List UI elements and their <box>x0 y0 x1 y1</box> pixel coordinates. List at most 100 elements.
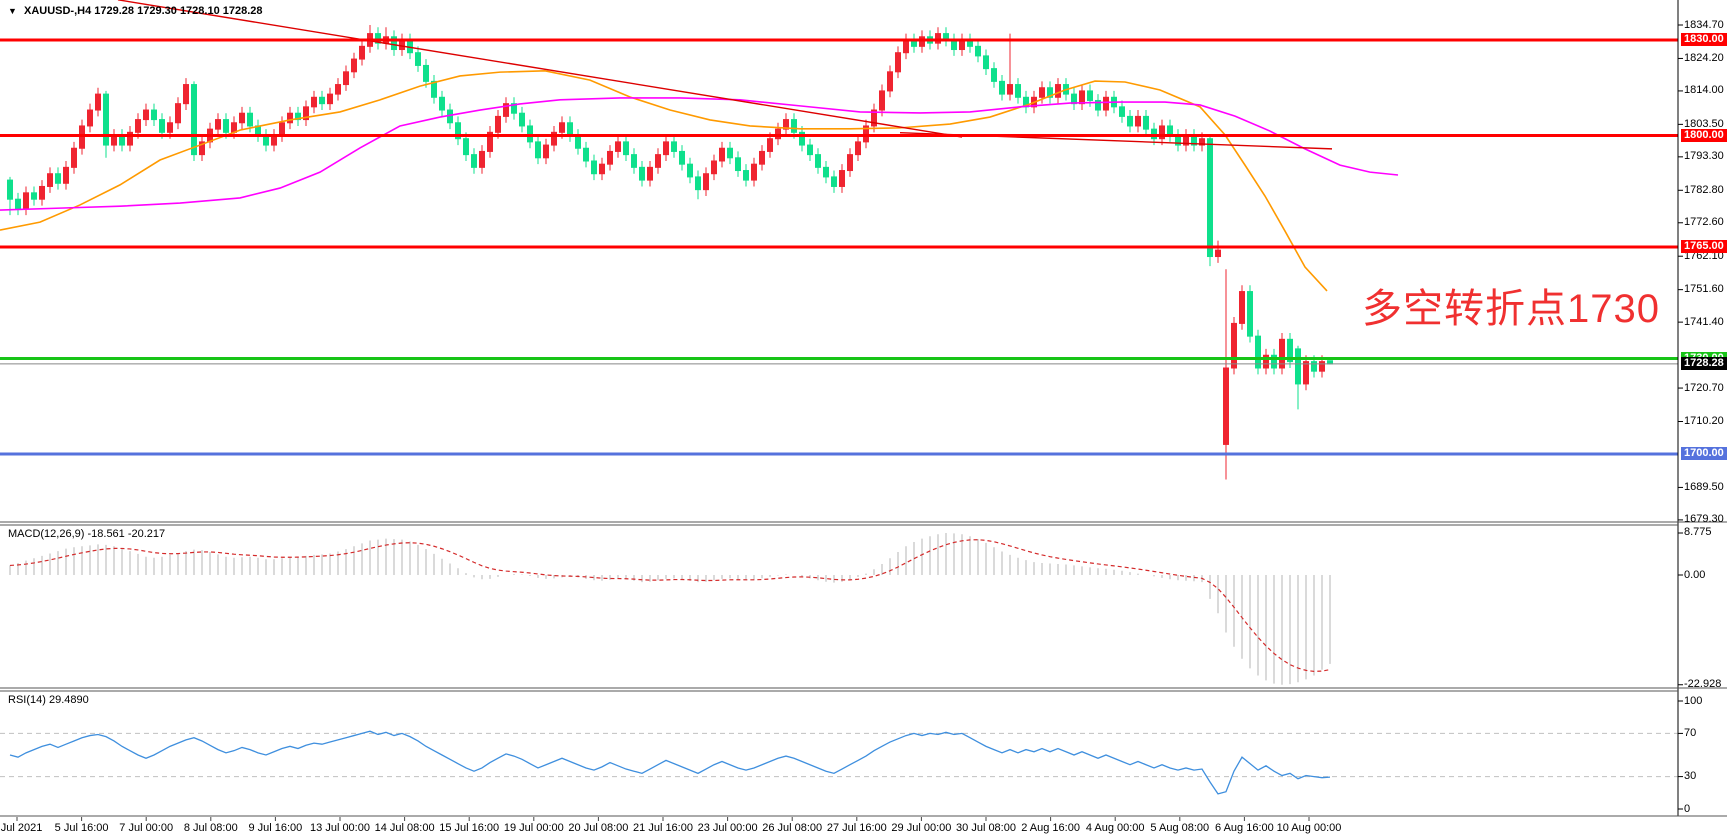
macd-name: MACD(12,26,9) <box>8 528 85 540</box>
candle-body <box>871 109 877 127</box>
candle-body <box>199 141 205 156</box>
candle-body <box>831 176 837 187</box>
candle-body <box>1239 291 1245 324</box>
candle-body <box>415 52 421 66</box>
candle-body <box>15 198 21 210</box>
time-label: 29 Jul 00:00 <box>891 822 952 834</box>
candle-body <box>631 154 637 168</box>
ohlc-low: 1728.10 <box>179 5 220 17</box>
candle-body <box>887 71 893 92</box>
macd-tick: 8.775 <box>1684 526 1712 539</box>
candle-body <box>823 166 829 178</box>
macd-tick: 0.00 <box>1684 568 1706 581</box>
candle-body <box>687 163 693 178</box>
candle-body <box>391 36 397 51</box>
price-level-chip: 1728.28 <box>1681 357 1727 371</box>
candle-body <box>487 131 493 152</box>
candle-body <box>183 84 189 105</box>
candle-body <box>95 93 101 111</box>
candle-body <box>1087 90 1093 101</box>
candle-body <box>711 160 717 175</box>
candle-body <box>759 150 765 165</box>
candle-body <box>1151 128 1157 140</box>
time-label: 23 Jul 00:00 <box>697 822 758 834</box>
candle-body <box>543 144 549 159</box>
candle-body <box>903 39 909 54</box>
candle-body <box>1303 361 1309 385</box>
rsi-tick: 0 <box>1684 802 1691 815</box>
price-tick: 1814.00 <box>1684 84 1724 97</box>
candle-body <box>919 36 925 47</box>
time-label: 5 Aug 08:00 <box>1150 822 1210 834</box>
candle-body <box>839 170 845 187</box>
candle-body <box>39 185 45 200</box>
candle-body <box>1263 354 1269 369</box>
candle-body <box>63 166 69 184</box>
candle-body <box>191 84 197 156</box>
candle-body <box>327 93 333 105</box>
candle-body <box>1055 84 1061 98</box>
candle-body <box>55 173 61 184</box>
candle-body <box>863 125 869 143</box>
candle-body <box>151 109 157 121</box>
candle-body <box>1119 106 1125 117</box>
candle-body <box>287 112 293 124</box>
candle-body <box>103 93 109 146</box>
time-label: 10 Aug 00:00 <box>1276 822 1342 834</box>
time-label: 9 Jul 16:00 <box>248 822 303 834</box>
candle-body <box>335 84 341 95</box>
price-tick: 1679.30 <box>1684 513 1724 526</box>
candle-body <box>239 112 245 124</box>
candle-body <box>1287 338 1293 363</box>
candle-body <box>583 147 589 162</box>
price-tick: 1741.40 <box>1684 315 1724 328</box>
candle-body <box>471 154 477 168</box>
candle-body <box>143 109 149 121</box>
rsi-name: RSI(14) <box>8 694 46 706</box>
candle-body <box>1039 87 1045 98</box>
candle-body <box>127 131 133 146</box>
time-label: 13 Jul 00:00 <box>310 822 370 834</box>
candle-body <box>1255 335 1261 369</box>
candle-body <box>855 141 861 156</box>
candle-body <box>975 45 981 57</box>
candle-body <box>743 170 749 181</box>
macd-signal-line <box>9 539 1331 673</box>
candle-body <box>671 141 677 152</box>
candle-body <box>983 55 989 70</box>
time-label: 2 Jul 2021 <box>0 822 43 834</box>
time-label: 2 Aug 16:00 <box>1021 822 1080 834</box>
candle-body <box>783 119 789 130</box>
rsi-tick: 30 <box>1684 770 1697 783</box>
ohlc-high: 1729.30 <box>137 5 177 17</box>
candle-body <box>503 103 509 117</box>
candle-body <box>1319 361 1325 372</box>
candle-body <box>223 119 229 133</box>
candle-body <box>719 147 725 162</box>
candle-body <box>791 119 797 133</box>
price-tick: 1782.80 <box>1684 183 1724 196</box>
candle-body <box>351 58 357 73</box>
candle-body <box>1159 125 1165 140</box>
candle-body <box>431 80 437 98</box>
candle-body <box>423 64 429 82</box>
time-label: 19 Jul 00:00 <box>503 822 564 834</box>
candle-body <box>455 122 461 140</box>
price-tick: 1793.30 <box>1684 150 1724 163</box>
candle-body <box>551 131 557 146</box>
ma-slow-line <box>0 97 1399 211</box>
symbol-expand-triangle-icon[interactable]: ▼ <box>8 6 17 16</box>
candle-body <box>591 160 597 175</box>
candle-body <box>1247 291 1253 337</box>
candle-body <box>359 45 365 60</box>
candle-body <box>319 96 325 105</box>
candle-body <box>1079 90 1085 105</box>
candle-body <box>295 112 301 121</box>
candle-body <box>663 141 669 156</box>
candle-body <box>727 147 733 159</box>
candle-body <box>895 52 901 73</box>
candle-body <box>167 122 173 133</box>
price-tick: 1720.70 <box>1684 381 1724 394</box>
